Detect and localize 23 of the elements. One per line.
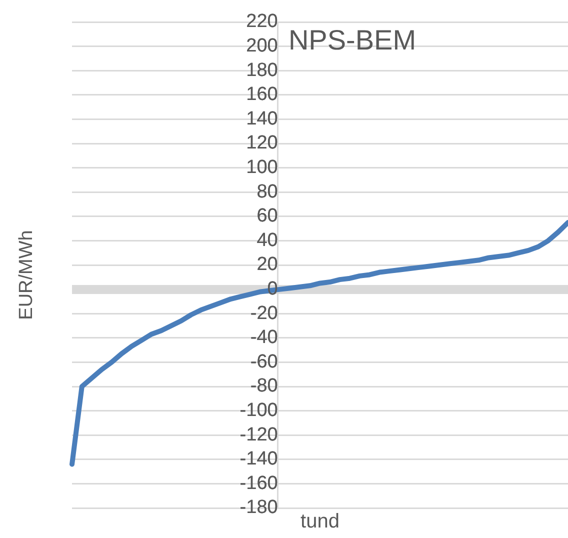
y-tick-label: 120: [246, 132, 278, 154]
y-tick-label: 140: [246, 108, 278, 130]
y-tick-label: 40: [256, 230, 278, 251]
y-tick-label: -160: [240, 472, 278, 494]
y-tick-label: 20: [256, 254, 278, 276]
y-tick-label: -80: [250, 376, 278, 397]
y-tick-label: 100: [246, 157, 278, 178]
chart-title: NPS-BEM: [288, 24, 416, 56]
y-tick-label: -100: [240, 400, 278, 422]
y-tick-label: -60: [250, 351, 278, 372]
y-tick-label: -180: [240, 497, 278, 518]
y-tick-label: 200: [246, 36, 278, 57]
x-axis-title: tund: [300, 510, 340, 533]
y-tick-label: 180: [246, 60, 278, 81]
y-tick-label: 160: [246, 84, 278, 106]
y-tick-label: 80: [256, 181, 278, 202]
y-tick-label: -20: [250, 302, 278, 324]
y-tick-label: 60: [256, 206, 278, 227]
y-tick-label: 220: [246, 11, 278, 32]
y-tick-label: -120: [240, 424, 278, 446]
y-tick-label: -40: [250, 327, 278, 348]
y-axis-title: EUR/MWh: [16, 230, 38, 320]
y-tick-label: -140: [240, 448, 278, 470]
